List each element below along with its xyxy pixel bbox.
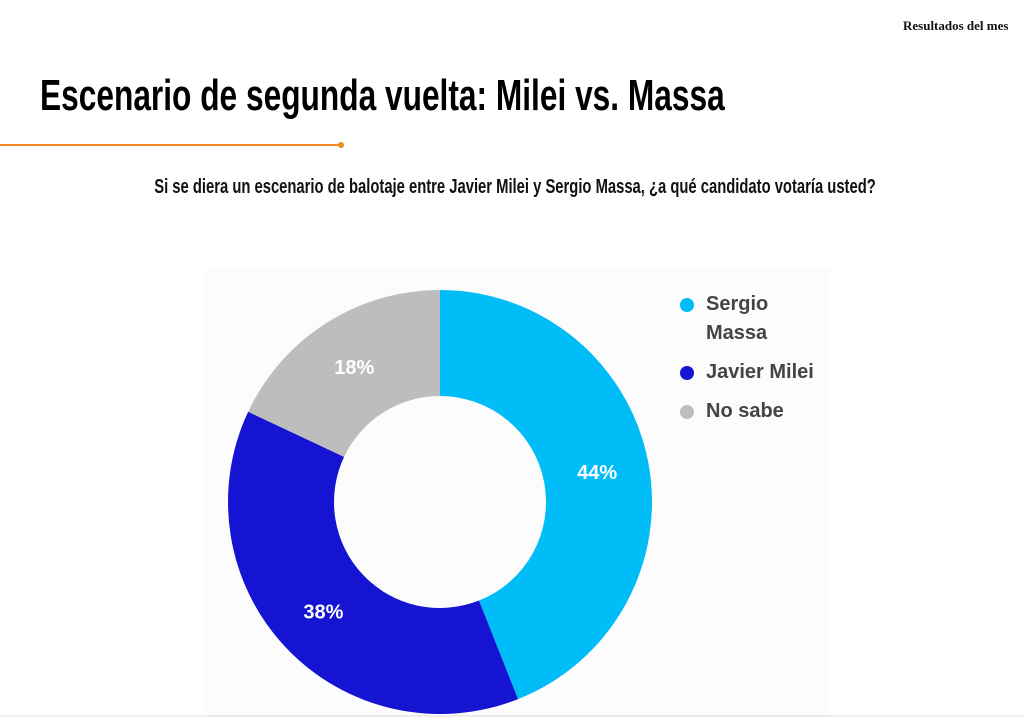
slice (440, 290, 653, 700)
legend-swatch (680, 366, 694, 380)
legend-label: Sergio Massa (706, 293, 769, 344)
legend-swatch (680, 298, 694, 312)
legend-item: Sergio Massa (680, 290, 786, 348)
legend-item: Javier Milei (680, 358, 820, 387)
section-label: Resultados del mes (903, 18, 1008, 33)
legend-swatch (680, 405, 694, 419)
value-label: 38% (303, 602, 343, 624)
chart-subtitle: Si se diera un escenario de balotaje ent… (154, 175, 876, 198)
legend: Sergio Massa Javier Milei No sabe (680, 290, 820, 436)
legend-label: Javier Milei (706, 361, 814, 383)
value-label: 18% (334, 357, 374, 379)
legend-item: No sabe (680, 397, 820, 426)
donut: 44% 38% 18% (227, 290, 653, 714)
chart-title: Escenario de segunda vuelta: Milei vs. M… (40, 71, 725, 120)
legend-label: No sabe (706, 400, 784, 422)
slice (227, 411, 519, 714)
divider-dot (338, 142, 344, 148)
value-label: 44% (577, 462, 617, 484)
slice (248, 290, 440, 457)
